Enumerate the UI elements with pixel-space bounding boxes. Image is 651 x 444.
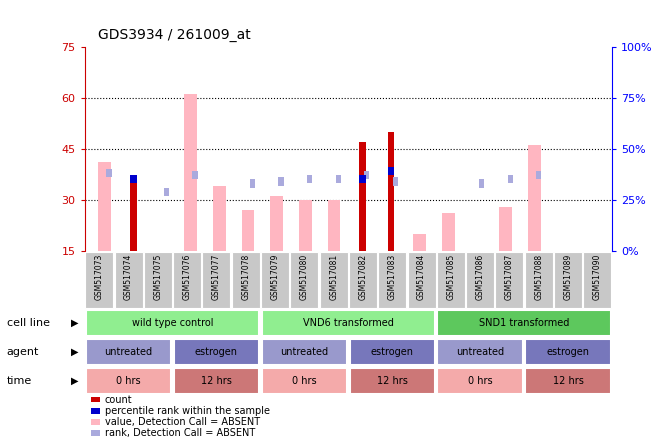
Bar <box>279 177 284 186</box>
Bar <box>98 163 111 251</box>
Text: VND6 transformed: VND6 transformed <box>303 318 394 328</box>
Text: value, Detection Call = ABSENT: value, Detection Call = ABSENT <box>105 417 260 427</box>
Text: 0 hrs: 0 hrs <box>117 376 141 386</box>
Text: GSM517077: GSM517077 <box>212 254 221 300</box>
Bar <box>365 171 370 179</box>
Bar <box>130 175 137 183</box>
Bar <box>327 200 340 251</box>
Text: untreated: untreated <box>456 347 504 357</box>
Text: 0 hrs: 0 hrs <box>468 376 492 386</box>
Text: GSM517088: GSM517088 <box>534 254 543 300</box>
Text: GSM517080: GSM517080 <box>300 254 309 300</box>
Bar <box>413 234 426 251</box>
Bar <box>528 145 541 251</box>
Text: time: time <box>7 376 32 386</box>
Text: GSM517075: GSM517075 <box>154 254 162 300</box>
Text: GSM517084: GSM517084 <box>417 254 426 300</box>
Text: estrogen: estrogen <box>195 347 238 357</box>
Bar <box>393 177 398 186</box>
Bar <box>336 175 341 183</box>
Bar <box>508 175 513 183</box>
Text: GDS3934 / 261009_at: GDS3934 / 261009_at <box>98 28 251 42</box>
Bar <box>442 214 455 251</box>
Text: ▶: ▶ <box>70 376 78 386</box>
Text: count: count <box>105 395 132 404</box>
Text: cell line: cell line <box>7 318 49 328</box>
Bar <box>242 210 255 251</box>
Bar <box>299 200 312 251</box>
Bar <box>270 196 283 251</box>
Bar <box>184 94 197 251</box>
Text: GSM517083: GSM517083 <box>388 254 396 300</box>
Bar <box>536 171 542 179</box>
Text: SND1 transformed: SND1 transformed <box>479 318 569 328</box>
Text: GSM517085: GSM517085 <box>447 254 455 300</box>
Bar <box>359 175 366 183</box>
Text: estrogen: estrogen <box>370 347 414 357</box>
Bar <box>213 186 226 251</box>
Bar <box>499 206 512 251</box>
Text: ▶: ▶ <box>70 347 78 357</box>
Text: GSM517086: GSM517086 <box>476 254 484 300</box>
Text: rank, Detection Call = ABSENT: rank, Detection Call = ABSENT <box>105 428 255 438</box>
Text: GSM517081: GSM517081 <box>329 254 338 300</box>
Text: ▶: ▶ <box>70 318 78 328</box>
Text: 12 hrs: 12 hrs <box>201 376 232 386</box>
Text: GSM517087: GSM517087 <box>505 254 514 300</box>
Text: percentile rank within the sample: percentile rank within the sample <box>105 406 270 416</box>
Text: GSM517076: GSM517076 <box>183 254 191 300</box>
Bar <box>130 183 137 251</box>
Text: agent: agent <box>7 347 39 357</box>
Text: 0 hrs: 0 hrs <box>292 376 316 386</box>
Text: GSM517078: GSM517078 <box>242 254 250 300</box>
Bar <box>193 171 197 179</box>
Text: GSM517074: GSM517074 <box>124 254 133 300</box>
Text: GSM517089: GSM517089 <box>564 254 572 300</box>
Bar <box>359 142 366 251</box>
Bar <box>388 167 395 175</box>
Text: estrogen: estrogen <box>546 347 590 357</box>
Bar <box>164 187 169 196</box>
Text: 12 hrs: 12 hrs <box>553 376 583 386</box>
Text: GSM517082: GSM517082 <box>359 254 367 300</box>
Bar <box>250 179 255 187</box>
Bar <box>106 169 111 177</box>
Text: wild type control: wild type control <box>132 318 214 328</box>
Text: 12 hrs: 12 hrs <box>377 376 408 386</box>
Text: untreated: untreated <box>281 347 328 357</box>
Text: GSM517079: GSM517079 <box>271 254 279 300</box>
Bar <box>479 179 484 187</box>
Text: GSM517090: GSM517090 <box>593 254 602 300</box>
Bar <box>388 132 395 251</box>
Text: untreated: untreated <box>105 347 152 357</box>
Text: GSM517073: GSM517073 <box>95 254 104 300</box>
Bar <box>307 175 312 183</box>
